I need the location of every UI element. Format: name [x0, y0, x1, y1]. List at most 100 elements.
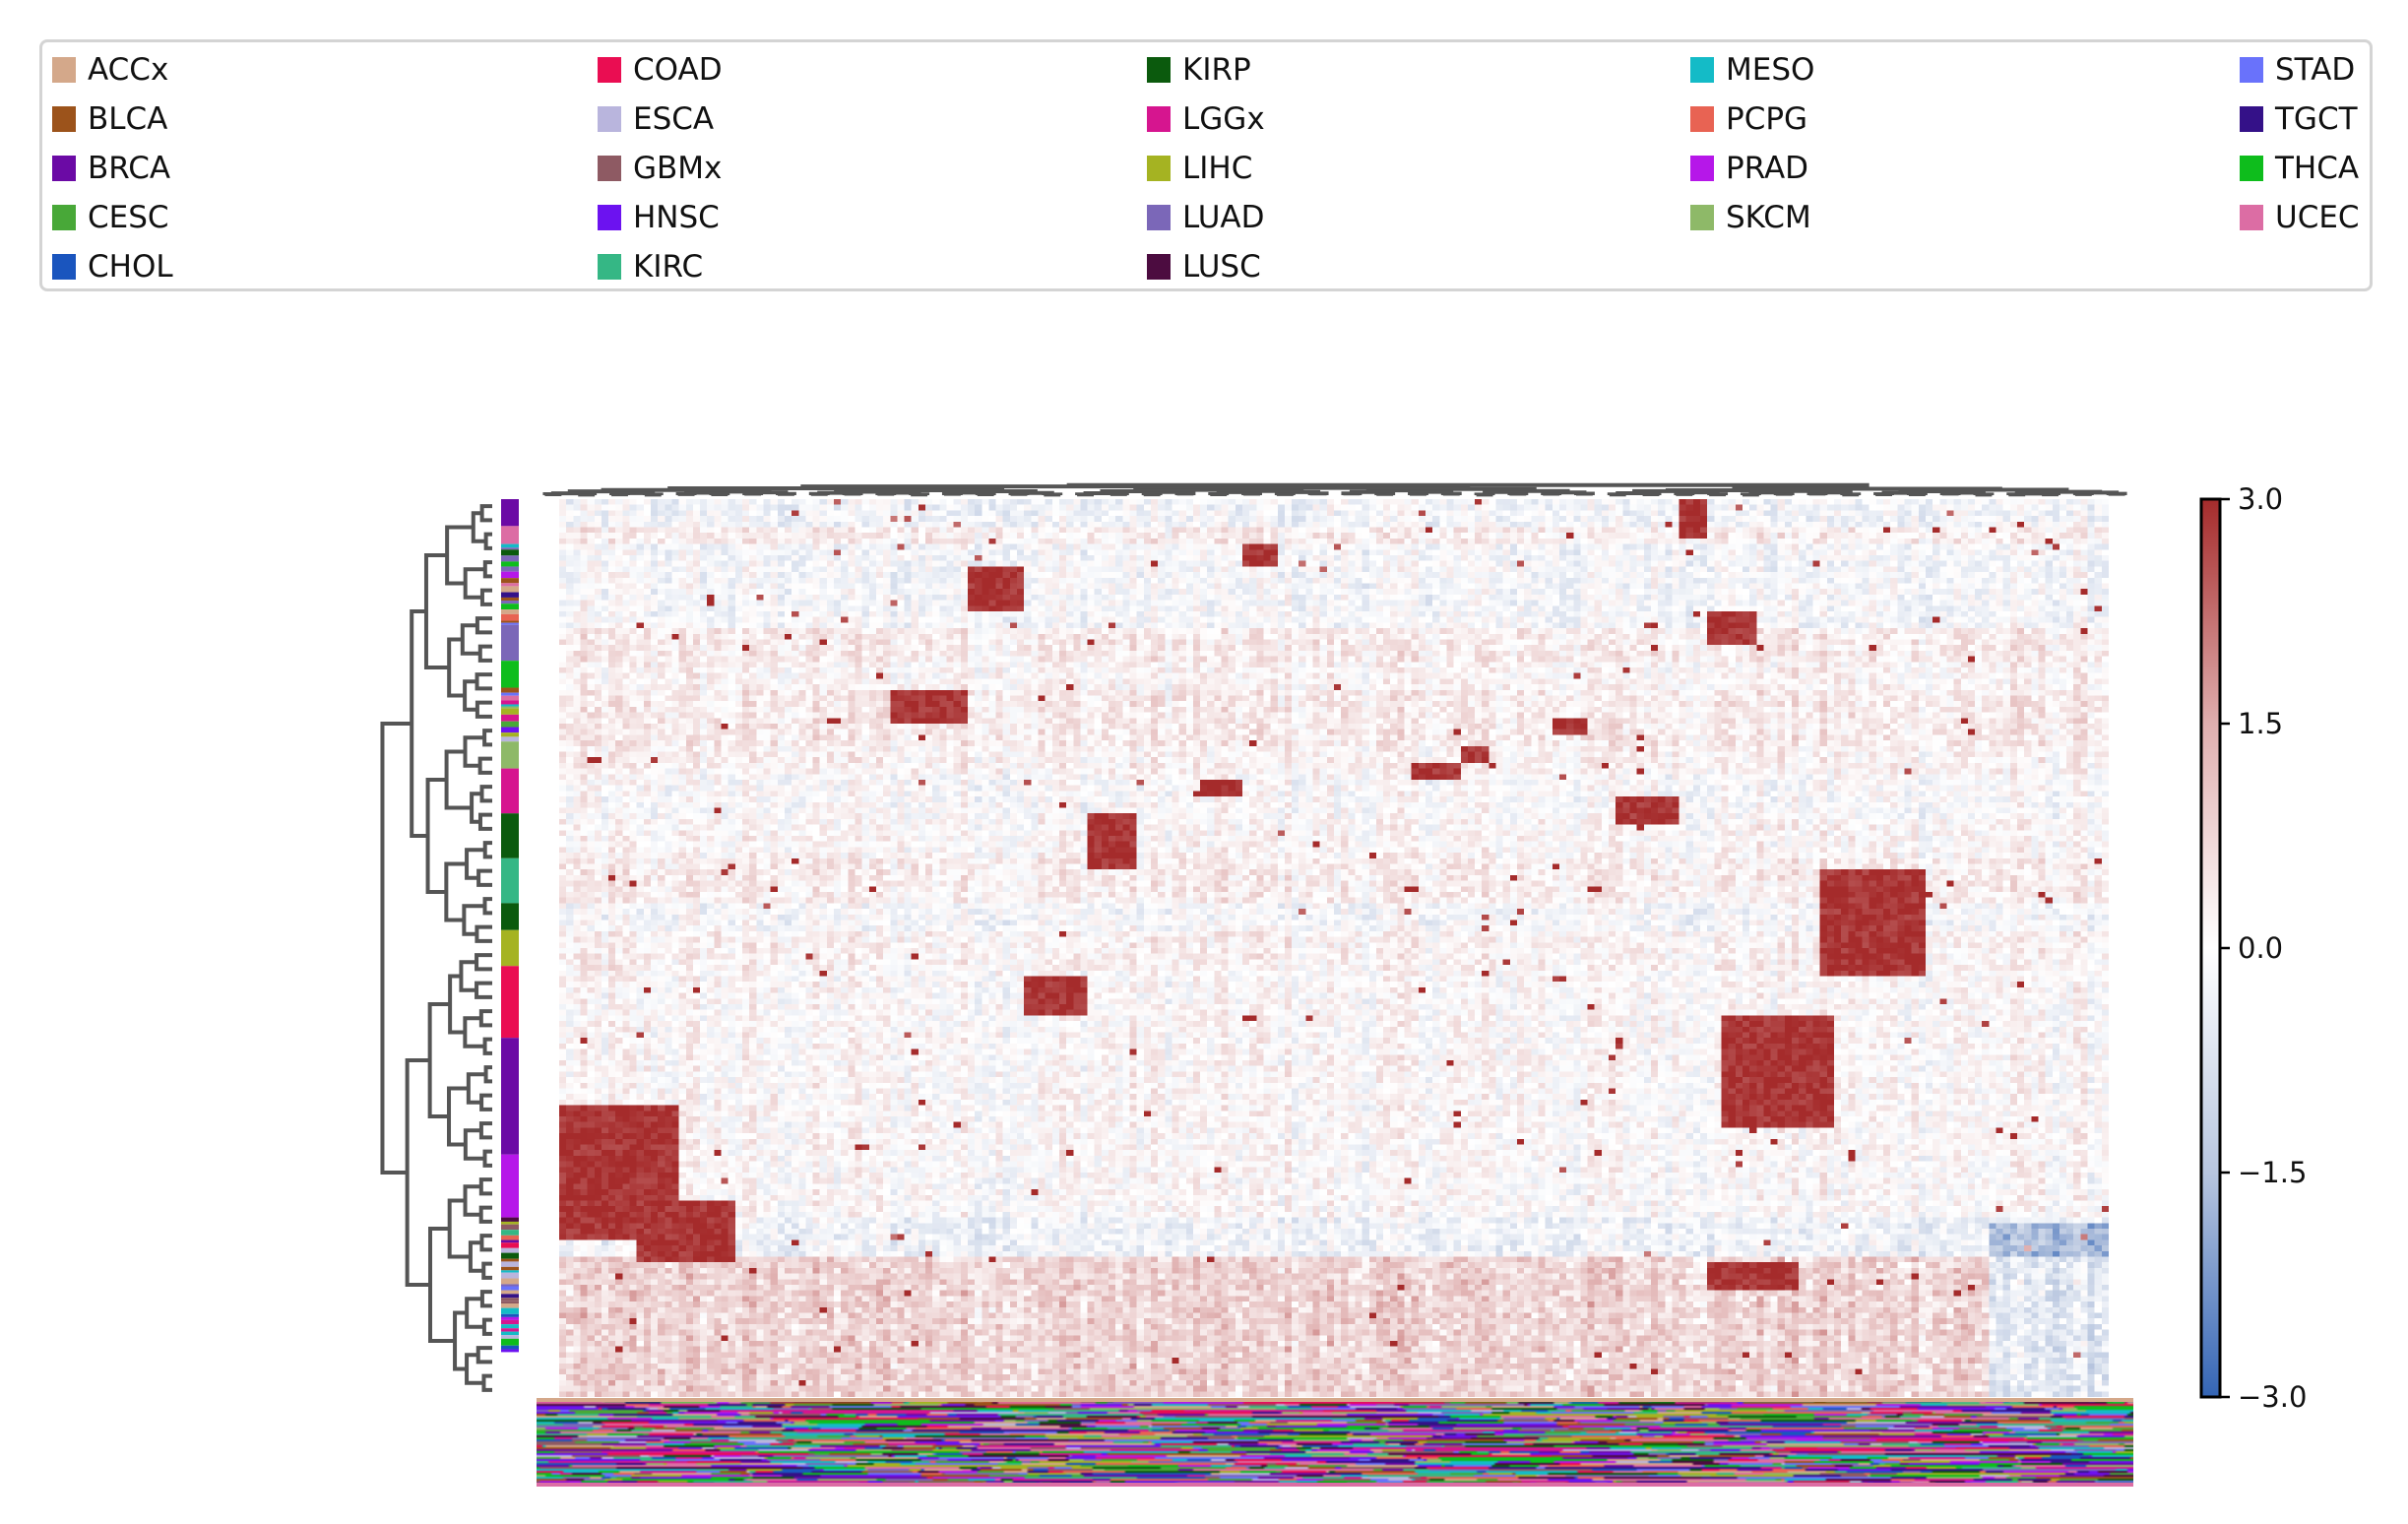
row-color-sample — [501, 1270, 519, 1273]
composition-bottom-band — [537, 1483, 2133, 1487]
legend-swatch — [2240, 156, 2263, 181]
legend-label: THCA — [2275, 151, 2360, 186]
row-dendrogram-link — [465, 848, 485, 880]
composition-top-band — [537, 1398, 2133, 1402]
column-dendrogram-link — [1408, 491, 1428, 496]
row-color-sample — [501, 1319, 519, 1325]
legend-swatch — [598, 156, 621, 181]
row-color-sample — [501, 1303, 519, 1308]
column-dendrogram-link — [1341, 491, 1362, 496]
row-color-sample — [501, 603, 519, 610]
legend-swatch — [2240, 57, 2263, 83]
heatmap-matrix — [559, 499, 2109, 1397]
row-dendrogram-link — [476, 868, 492, 887]
legend-item: COAD — [598, 50, 723, 90]
row-color-sample — [501, 543, 519, 548]
row-dendrogram-link — [465, 1353, 484, 1385]
legend-label: BLCA — [88, 101, 168, 137]
legend-label: KIRP — [1182, 52, 1251, 88]
row-color-sample — [501, 1328, 519, 1332]
column-dendrogram-link — [2031, 489, 2103, 494]
legend-swatch — [52, 57, 76, 83]
row-color-sample — [501, 692, 519, 696]
row-color-sample — [501, 620, 519, 623]
row-color-sample — [501, 727, 519, 733]
row-dendrogram-link — [483, 1065, 492, 1084]
row-color-sample — [501, 1242, 519, 1248]
column-dendrogram-link — [1474, 492, 1495, 497]
legend-item: BLCA — [52, 99, 167, 139]
legend-swatch — [52, 156, 76, 181]
row-dendrogram-link — [481, 1317, 492, 1336]
row-dendrogram-link — [479, 504, 492, 523]
row-color-sample — [501, 613, 519, 621]
row-dendrogram-link — [453, 1310, 468, 1371]
column-dendrogram-link — [1740, 492, 1761, 497]
column-dendrogram-link — [1066, 482, 1869, 489]
legend-item: THCA — [2240, 149, 2359, 188]
legend-swatch — [598, 57, 621, 83]
row-color-block — [501, 1038, 519, 1155]
legend-label: UCEC — [2275, 200, 2360, 235]
legend-swatch — [1147, 106, 1171, 132]
legend-label: KIRC — [633, 249, 704, 285]
row-dendrogram — [380, 504, 492, 1392]
row-color-sample — [501, 1258, 519, 1262]
row-dendrogram-link — [447, 637, 466, 698]
legend-item: MESO — [1690, 50, 1814, 90]
row-color-block — [501, 929, 519, 967]
colorbar-tick-label: 1.5 — [2238, 707, 2283, 740]
legend-label: HNSC — [633, 200, 720, 235]
legend-item: STAD — [2240, 50, 2355, 90]
colorbar-tick-label: −1.5 — [2238, 1156, 2307, 1189]
column-dendrogram-link — [1174, 491, 1196, 496]
row-color-sample — [501, 695, 519, 701]
legend-label: PCPG — [1726, 101, 1808, 137]
legend-swatch — [1690, 205, 1714, 230]
row-color-sample — [501, 1266, 519, 1271]
legend-label: TGCT — [2275, 101, 2358, 137]
row-dendrogram-link — [463, 1184, 481, 1217]
legend-item: UCEC — [2240, 198, 2360, 237]
legend-item: ESCA — [598, 99, 714, 139]
legend-label: COAD — [633, 52, 723, 88]
row-color-sample — [501, 1290, 519, 1295]
column-dendrogram-link — [1840, 492, 1862, 497]
colorbar-gradient — [2199, 497, 2222, 1399]
row-color-sample — [501, 706, 519, 709]
row-color-sample — [501, 1261, 519, 1267]
row-dendrogram-link — [477, 756, 492, 775]
row-color-sample — [501, 1217, 519, 1222]
row-color-sample — [501, 1294, 519, 1299]
row-color-block — [501, 624, 519, 662]
row-color-block — [501, 903, 519, 930]
row-color-sample — [501, 1224, 519, 1231]
legend-item: PRAD — [1690, 149, 1808, 188]
row-dendrogram-link — [475, 1346, 492, 1365]
row-dendrogram-link — [482, 897, 492, 916]
legend-item: PCPG — [1690, 99, 1807, 139]
row-dendrogram-link — [444, 749, 473, 810]
legend-item: CHOL — [52, 247, 173, 286]
row-dendrogram-link — [478, 1121, 492, 1140]
legend-label: LUAD — [1182, 200, 1265, 235]
row-color-sample — [501, 1272, 519, 1279]
colorbar: 3.0 1.5 0.0 −1.5 −3.0 — [2199, 482, 2307, 1414]
row-color-sample — [501, 704, 519, 707]
row-dendrogram-link — [475, 953, 492, 972]
row-color-block — [501, 813, 519, 858]
row-color-sample — [501, 592, 519, 598]
row-dendrogram-link — [482, 560, 492, 579]
legend-label: CHOL — [88, 249, 173, 285]
row-dendrogram-link — [482, 841, 492, 859]
legend-swatch — [1147, 254, 1171, 280]
heatmap-cells — [559, 499, 2109, 1397]
legend-item: LUSC — [1147, 247, 1261, 286]
legend-swatch — [1690, 57, 1714, 83]
row-color-sample — [501, 732, 519, 737]
legend-swatch — [1147, 156, 1171, 181]
row-color-sample — [501, 578, 519, 584]
column-dendrogram-link — [1274, 491, 1296, 496]
row-color-sample — [501, 687, 519, 693]
column-dendrogram-link — [550, 491, 589, 496]
